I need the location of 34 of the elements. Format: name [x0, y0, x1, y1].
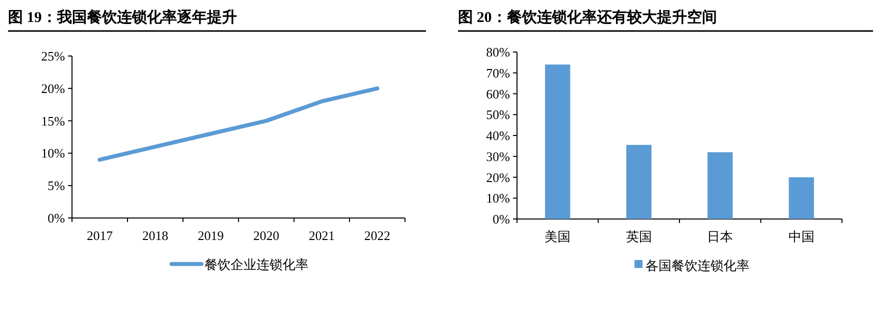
chart-title: 图 20：餐饮连锁化率还有较大提升空间 — [458, 8, 717, 26]
x-tick-label: 日本 — [707, 229, 734, 244]
line-series — [98, 86, 380, 162]
bar — [545, 64, 570, 219]
x-tick-label: 2021 — [308, 228, 335, 243]
x-tick-label: 2020 — [253, 228, 280, 243]
y-tick-label: 30% — [486, 148, 510, 164]
y-tick-label: 10% — [41, 146, 66, 161]
x-tick-label: 2017 — [86, 228, 114, 243]
y-tick-label: 20% — [41, 80, 66, 96]
x-tick-label: 中国 — [788, 229, 814, 244]
y-tick-label: 10% — [486, 190, 510, 206]
bar — [708, 152, 733, 219]
bar — [788, 177, 814, 219]
x-tick-label: 美国 — [544, 229, 571, 244]
y-tick-label: 20% — [486, 170, 510, 185]
bar — [626, 144, 652, 219]
x-tick-label: 2022 — [364, 228, 390, 243]
y-tick-label: 70% — [486, 65, 510, 80]
y-tick-label: 15% — [41, 113, 66, 128]
x-tick-label: 英国 — [626, 229, 652, 244]
legend-label: 各国餐饮连锁化率 — [646, 258, 750, 273]
x-tick-label: 2018 — [142, 228, 168, 243]
legend-label: 餐饮企业连锁化率 — [204, 257, 308, 272]
y-tick-label: 25% — [41, 48, 66, 64]
y-tick-label: 0% — [48, 210, 66, 226]
y-tick-label: 80% — [486, 44, 510, 60]
y-tick-label: 5% — [48, 178, 66, 194]
chart-title: 图 19：我国餐饮连锁化率逐年提升 — [8, 8, 237, 26]
y-tick-label: 0% — [492, 212, 510, 226]
y-tick-label: 60% — [486, 86, 510, 102]
x-tick-label: 2019 — [198, 228, 224, 243]
y-tick-label: 40% — [486, 128, 510, 143]
y-tick-label: 50% — [486, 107, 510, 122]
